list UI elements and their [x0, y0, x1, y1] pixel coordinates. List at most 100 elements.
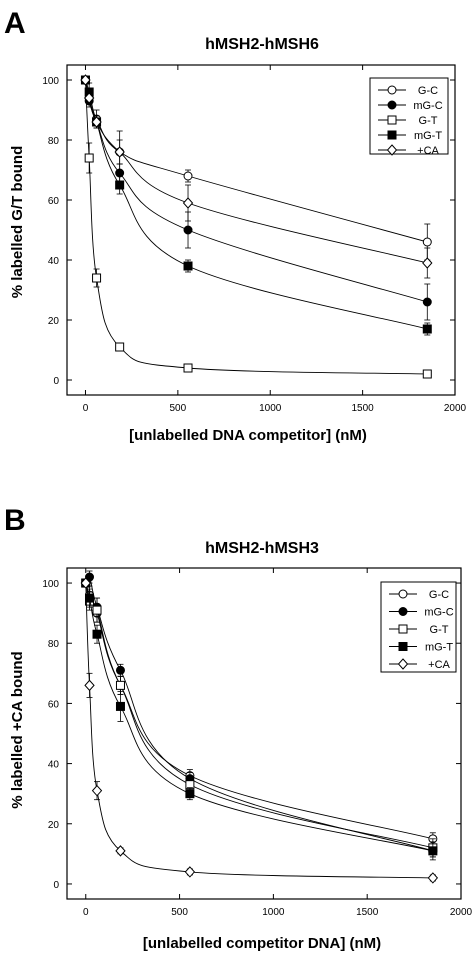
series-layer	[80, 570, 439, 884]
data-point	[84, 679, 95, 692]
data-point	[115, 665, 125, 675]
panel-letter: B	[4, 504, 26, 537]
chart-title: hMSH2-hMSH6	[205, 36, 319, 53]
data-point	[115, 342, 125, 352]
x-tick-label: 1000	[262, 907, 285, 918]
y-tick-label: 0	[53, 880, 59, 891]
y-axis-label: % labelled +CA bound	[9, 651, 26, 808]
legend: G-C mG-C G-T mG-T +CA	[380, 581, 457, 673]
series-ca	[80, 577, 439, 884]
data-point	[115, 845, 126, 857]
data-point	[428, 846, 438, 856]
legend-label: +CA	[417, 145, 439, 157]
legend-label: G-T	[430, 624, 449, 636]
data-point	[115, 680, 125, 690]
series-line	[85, 583, 433, 879]
data-point	[92, 629, 102, 639]
x-tick-label: 500	[171, 907, 188, 918]
data-point	[422, 324, 432, 334]
y-tick-label: 60	[48, 196, 60, 207]
legend-marker	[387, 100, 397, 110]
legend-marker	[387, 85, 397, 95]
x-tick-label: 2000	[444, 403, 467, 414]
x-axis-label: [unlabelled competitor DNA] (nM)	[143, 935, 381, 952]
data-point	[80, 74, 91, 86]
x-tick-label: 500	[170, 403, 187, 414]
legend-marker	[397, 658, 409, 670]
chart-title: hMSH2-hMSH3	[205, 540, 319, 557]
data-point	[80, 577, 91, 589]
legend-marker	[398, 642, 408, 651]
x-tick-label: 0	[83, 403, 89, 414]
data-point	[83, 92, 95, 104]
axis-ticks: 0 500 1000 1500 2000 0 20 40 60 80 100	[42, 65, 467, 414]
panel-b: B hMSH2-hMSH3 % labelled +CA bound [unla…	[4, 504, 473, 952]
x-tick-label: 0	[83, 907, 89, 918]
axis-ticks: 0 500 1000 1500 2000 0 20 40 60 80 100	[42, 568, 473, 918]
data-point	[84, 153, 94, 163]
series-mgt	[81, 578, 438, 861]
legend-marker	[387, 130, 397, 140]
data-point	[114, 146, 125, 158]
data-point	[422, 237, 432, 247]
data-point	[183, 261, 193, 271]
legend-label: G-T	[419, 115, 438, 127]
y-tick-label: 80	[48, 136, 60, 147]
panel-letter: A	[4, 7, 26, 40]
data-point	[115, 701, 125, 711]
y-tick-label: 100	[42, 76, 59, 87]
data-point	[85, 593, 95, 603]
y-tick-label: 20	[48, 820, 60, 831]
legend-label: mG-T	[425, 642, 453, 654]
data-point	[183, 225, 193, 235]
plot-frame	[66, 567, 462, 900]
legend-label: mG-C	[413, 100, 442, 112]
data-point	[183, 171, 193, 181]
legend-label: G-C	[429, 589, 449, 601]
data-point	[422, 297, 432, 307]
y-tick-label: 0	[53, 376, 59, 387]
data-point	[115, 180, 125, 190]
y-axis-label: % labelled G/T bound	[9, 146, 26, 299]
data-point	[91, 784, 103, 797]
data-point	[92, 273, 102, 283]
data-point	[184, 866, 196, 878]
legend-label: mG-C	[424, 607, 453, 619]
y-tick-label: 20	[48, 316, 60, 327]
data-point	[183, 363, 193, 373]
series-ca	[80, 74, 433, 279]
series-gt	[80, 75, 432, 379]
legend-box	[369, 77, 449, 155]
legend-marker	[387, 115, 397, 125]
x-tick-label: 1500	[356, 907, 379, 918]
data-point	[422, 257, 433, 269]
data-point	[91, 116, 102, 128]
legend-marker	[398, 589, 408, 599]
legend-box	[380, 581, 457, 673]
y-tick-label: 80	[48, 639, 60, 650]
x-tick-label: 1500	[351, 403, 374, 414]
y-tick-label: 100	[42, 579, 59, 590]
x-axis-label: [unlabelled DNA competitor] (nM)	[129, 427, 367, 444]
x-tick-label: 2000	[450, 907, 473, 918]
data-point	[422, 369, 432, 379]
plot-frame	[66, 64, 456, 396]
legend-label: mG-T	[414, 130, 442, 142]
legend-label: +CA	[428, 659, 450, 671]
y-tick-label: 40	[48, 760, 60, 771]
data-point	[185, 789, 195, 799]
y-tick-label: 40	[48, 256, 60, 267]
data-point	[182, 197, 194, 209]
series-layer	[80, 74, 433, 379]
legend-marker	[398, 624, 408, 634]
legend: G-C mG-C G-T mG-T +CA	[369, 77, 449, 157]
y-tick-label: 60	[48, 699, 60, 710]
legend-label: G-C	[418, 85, 438, 97]
data-point	[427, 872, 439, 884]
data-point	[92, 605, 102, 615]
x-tick-label: 1000	[259, 403, 282, 414]
legend-marker	[386, 144, 398, 156]
legend-marker	[398, 607, 408, 616]
panel-a: A hMSH2-hMSH6 % labelled G/T bound [unla…	[4, 7, 467, 444]
